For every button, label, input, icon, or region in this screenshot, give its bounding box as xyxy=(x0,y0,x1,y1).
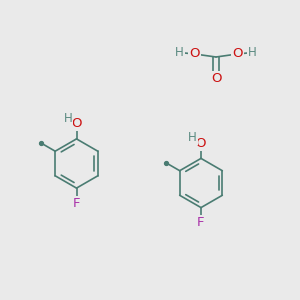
Text: F: F xyxy=(73,197,80,210)
Text: H: H xyxy=(175,46,184,59)
Text: O: O xyxy=(189,47,200,61)
Text: F: F xyxy=(197,216,205,230)
Text: O: O xyxy=(232,47,243,61)
Text: H: H xyxy=(248,46,257,59)
Text: O: O xyxy=(71,117,82,130)
Text: H: H xyxy=(64,112,73,125)
Text: O: O xyxy=(211,72,221,85)
Text: H: H xyxy=(188,131,197,144)
Text: O: O xyxy=(196,136,206,150)
